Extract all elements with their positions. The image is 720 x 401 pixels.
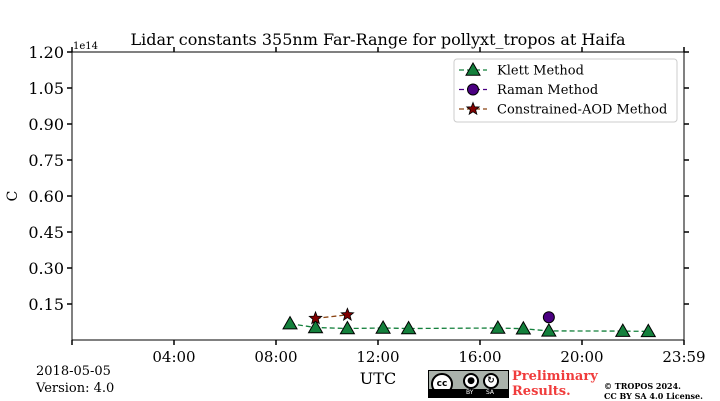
y-tick-label: 0.45 (28, 223, 64, 242)
data-point (640, 323, 657, 338)
by-label: BY (466, 389, 474, 396)
legend: Klett Method Raman Method Constrained-AOD … (453, 58, 678, 123)
copyright-notice: © TROPOS 2024. CC BY SA 4.0 License. (604, 381, 703, 401)
x-tick-label: 04:00 (152, 348, 195, 366)
legend-label: Klett Method (497, 64, 584, 79)
preliminary-line-1: Preliminary (512, 369, 598, 384)
data-point (375, 319, 391, 334)
data-point (282, 315, 298, 330)
sa-label: SA (486, 389, 495, 396)
legend-label: Raman Method (497, 83, 598, 98)
preliminary-notice: Preliminary Results. (512, 369, 598, 399)
data-point (307, 319, 324, 334)
data-point (614, 323, 631, 337)
y-tick-label: 1.20 (28, 43, 64, 62)
x-tick-label: 12:00 (356, 348, 399, 366)
data-point (339, 320, 356, 335)
series-raman-method (542, 311, 555, 324)
legend-marker (465, 101, 481, 116)
date-label: 2018-05-05 (36, 364, 111, 379)
x-tick-label: 08:00 (254, 348, 297, 366)
data-point (400, 320, 417, 335)
y-tick-label: 0.75 (28, 151, 64, 170)
y-tick-label: 0.60 (28, 187, 64, 206)
copyright-line-2: CC BY SA 4.0 License. (604, 391, 703, 401)
y-tick-label: 0.30 (28, 259, 64, 278)
y-offset-label: 1e14 (73, 41, 98, 52)
data-point (542, 311, 555, 324)
data-point (308, 310, 323, 325)
legend-marker (465, 61, 481, 76)
version-label: Version: 4.0 (36, 381, 115, 396)
series-constrained-aod-method (308, 307, 355, 325)
y-tick-label: 0.15 (28, 295, 64, 314)
legend-marker (467, 83, 479, 96)
preliminary-line-2: Results. (512, 384, 571, 399)
y-tick-label: 1.05 (28, 79, 64, 98)
legend-box (453, 58, 678, 123)
chart-title: Lidar constants 355nm Far-Range for poll… (130, 30, 625, 49)
x-tick-label: 20:00 (560, 348, 603, 366)
y-axis-label: C (5, 191, 21, 202)
data-point (515, 320, 532, 335)
share-alike-icon: ↻ (483, 373, 499, 389)
x-tick-label: 23:59 (662, 348, 705, 366)
x-tick-label: 16:00 (458, 348, 501, 366)
series-line (289, 323, 649, 333)
data-point (340, 307, 355, 321)
data-point (540, 322, 557, 337)
copyright-line-1: © TROPOS 2024. (604, 381, 681, 391)
x-axis-label: UTC (360, 369, 396, 388)
series-line (315, 314, 348, 320)
legend-label: Constrained-AOD Method (497, 103, 667, 118)
data-point (489, 319, 506, 334)
y-tick-label: 0.90 (28, 115, 64, 134)
person-icon: ● (463, 373, 479, 389)
series-klett-method (282, 315, 657, 338)
cc-license-badge[interactable]: cc ● ↻ BY SA (428, 370, 509, 398)
